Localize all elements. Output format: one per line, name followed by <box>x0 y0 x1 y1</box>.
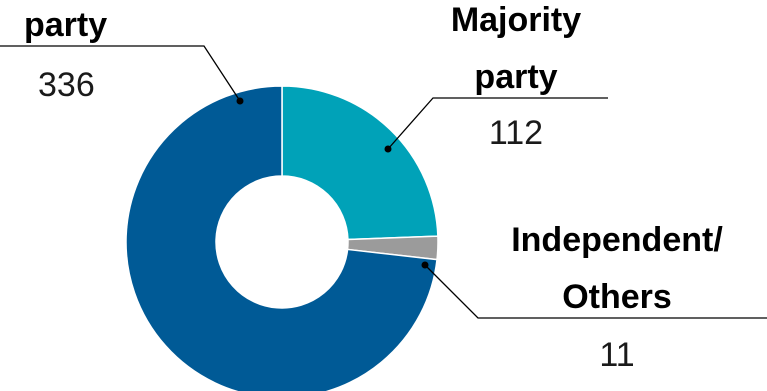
slice-label-party-line1: party <box>24 6 107 44</box>
label-group-majority-party: Majority party 112 <box>384 1 608 153</box>
slice-label-majority-line2: party <box>474 58 557 96</box>
leader-line-majority <box>387 97 608 150</box>
slice-label-independent-line1: Independent/ <box>511 221 723 259</box>
slice-label-majority-line1: Majority <box>451 1 581 39</box>
slice-party <box>125 85 438 391</box>
slice-value-majority: 112 <box>489 114 543 152</box>
slice-label-independent-line2: Others <box>562 278 672 316</box>
leader-dot-party <box>236 97 244 105</box>
slice-value-party: 336 <box>38 66 95 104</box>
slice-value-independent: 11 <box>599 336 634 374</box>
leader-line-party <box>0 45 241 102</box>
leader-dot-majority <box>384 145 392 153</box>
label-group-party: party 336 <box>0 6 244 105</box>
leader-dot-independent <box>421 261 429 269</box>
slice-majority-party <box>281 85 439 241</box>
donut-slices <box>125 85 439 391</box>
label-group-independent-others: Independent/ Others 11 <box>421 221 767 374</box>
leader-line-independent <box>424 264 767 319</box>
